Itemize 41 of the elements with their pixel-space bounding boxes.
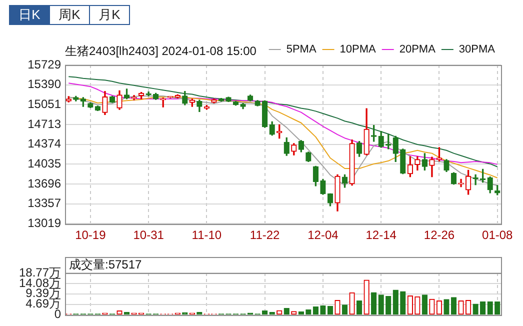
y-tick-label: 14374: [28, 136, 62, 151]
bar: [480, 301, 486, 315]
y-tick-label: 14035: [28, 156, 62, 170]
y-tick-label: 13357: [28, 196, 62, 210]
x-tick-label: 11-10: [192, 228, 222, 242]
bar: [487, 301, 493, 315]
legend-label: 20PMA: [399, 44, 436, 56]
x-tick-label: 01-08: [482, 228, 514, 242]
bar: [472, 304, 478, 315]
legend-label: 5PMA: [286, 44, 317, 56]
bar: [444, 299, 450, 315]
chart-title: 成交量:57517: [69, 257, 142, 272]
x-tick-label: 12-14: [366, 228, 397, 242]
y-tick-label: 15390: [28, 77, 62, 92]
text: 周K: [49, 5, 90, 25]
bar: [371, 292, 377, 315]
bar: [494, 302, 500, 315]
y-tick-label: 15729: [28, 57, 62, 72]
bar: [422, 294, 428, 315]
text: 日K: [9, 5, 50, 25]
bar: [342, 304, 348, 315]
chart-title: 生猪2403[lh2403] 2024-01-08 15:00: [65, 44, 257, 58]
legend-label: 10PMA: [340, 44, 377, 56]
x-tick-label: 12-26: [424, 228, 455, 242]
bar: [356, 300, 362, 315]
y-tick-label: 14713: [28, 116, 62, 131]
bar: [378, 294, 384, 315]
y-tick-label: 15051: [28, 96, 62, 111]
legend-label: 30PMA: [458, 44, 496, 56]
y-tick-label: 13019: [28, 216, 62, 230]
x-tick-label: 10-31: [133, 228, 164, 242]
text: 月K: [89, 5, 130, 25]
y-tick-label: 13696: [28, 176, 62, 190]
y-tick-label: 18.77万: [18, 265, 61, 280]
bar: [386, 296, 392, 315]
bar: [450, 297, 457, 315]
x-tick-label: 12-04: [308, 228, 339, 242]
x-tick-label: 11-22: [250, 228, 280, 242]
bar: [400, 291, 406, 315]
x-tick-label: 10-19: [75, 228, 106, 242]
bar: [392, 290, 398, 315]
